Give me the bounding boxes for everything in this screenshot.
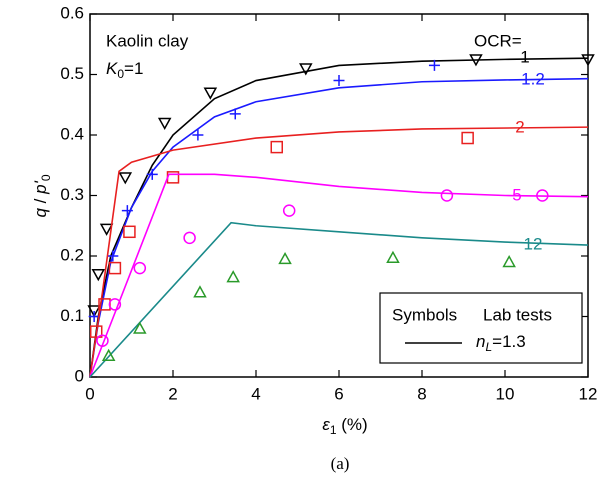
test-point — [108, 261, 122, 275]
test-point — [101, 348, 116, 361]
x-tick-label: 12 — [579, 384, 598, 403]
x-unit: (%) — [337, 415, 368, 434]
legend-model: nL=1.3 — [476, 332, 526, 354]
test-point — [581, 54, 595, 67]
test-point — [88, 311, 100, 322]
test-point — [282, 204, 296, 217]
test-point — [96, 334, 109, 347]
y-tick-label: 0.1 — [60, 306, 84, 325]
x-tick-label: 8 — [417, 384, 426, 403]
k0-label: K0=1 — [106, 59, 143, 81]
legend-n-sub: L — [485, 340, 492, 354]
x-tick-label: 4 — [251, 384, 260, 403]
test-point — [193, 285, 207, 298]
k-sub: 0 — [117, 67, 124, 81]
test-point — [461, 131, 474, 145]
test-point — [107, 250, 119, 262]
test-point — [536, 189, 549, 202]
curve-label: 12 — [524, 234, 543, 253]
test-point — [146, 168, 158, 180]
test-point — [270, 140, 283, 154]
test-point — [502, 255, 516, 268]
y-sub: 0 — [39, 174, 53, 181]
test-point — [192, 129, 204, 141]
legend-tests: Lab tests — [483, 305, 552, 324]
test-point — [99, 223, 114, 236]
test-point — [333, 75, 345, 87]
test-point — [123, 225, 136, 239]
test-point — [469, 54, 483, 67]
y-axis-label: q / p'0 — [31, 174, 53, 217]
test-point — [133, 321, 147, 334]
ocr-label: OCR= — [474, 31, 522, 50]
test-point — [89, 325, 103, 338]
x-tick-label: 2 — [168, 384, 177, 403]
y-tick-label: 0.6 — [60, 3, 84, 22]
test-point — [166, 171, 180, 184]
model-curve — [89, 173, 589, 378]
curve-label: 5 — [512, 185, 521, 204]
model-curve — [89, 221, 589, 378]
y-tick-label: 0.4 — [60, 124, 84, 143]
material-label: Kaolin clay — [106, 31, 189, 50]
y-tick-label: 0.3 — [60, 185, 84, 204]
x-tick-label: 6 — [334, 384, 343, 403]
legend-n: n — [476, 332, 485, 351]
test-point — [428, 59, 440, 71]
x-tick-label: 0 — [85, 384, 94, 403]
test-point — [226, 270, 240, 283]
y-tick-label: 0.2 — [60, 245, 84, 264]
y-tick-label: 0.5 — [60, 64, 84, 83]
curve-label: 2 — [515, 117, 524, 136]
y-tick-label: 0 — [75, 366, 84, 385]
k-symbol: K — [106, 59, 118, 78]
legend-symbols: Symbols — [392, 305, 457, 324]
curve-label: 1.2 — [521, 69, 545, 88]
y-q: q — [31, 208, 50, 218]
test-point — [157, 117, 172, 130]
caption: (a) — [331, 454, 350, 473]
test-point — [278, 251, 292, 265]
y-p: p' — [31, 180, 50, 194]
test-point — [108, 298, 122, 311]
test-point — [133, 261, 147, 275]
curve-label: 1 — [520, 47, 529, 66]
y-slash: / — [31, 194, 50, 208]
model-curve — [89, 126, 589, 378]
test-point — [121, 205, 133, 217]
test-point — [299, 63, 313, 76]
x-axis-label: ε1 (%) — [322, 415, 367, 437]
x-sub: 1 — [330, 423, 337, 437]
test-point — [203, 87, 218, 100]
x-tick-label: 10 — [496, 384, 515, 403]
test-point — [386, 250, 400, 263]
x-symbol: ε — [322, 415, 330, 434]
legend-n-eq: =1.3 — [492, 332, 526, 351]
legend-box — [379, 292, 583, 364]
test-point — [118, 172, 133, 185]
test-point — [87, 305, 101, 318]
test-point — [440, 189, 454, 202]
test-point — [183, 231, 196, 245]
k-eq: =1 — [124, 59, 143, 78]
test-point — [91, 269, 106, 282]
test-point — [229, 108, 241, 120]
